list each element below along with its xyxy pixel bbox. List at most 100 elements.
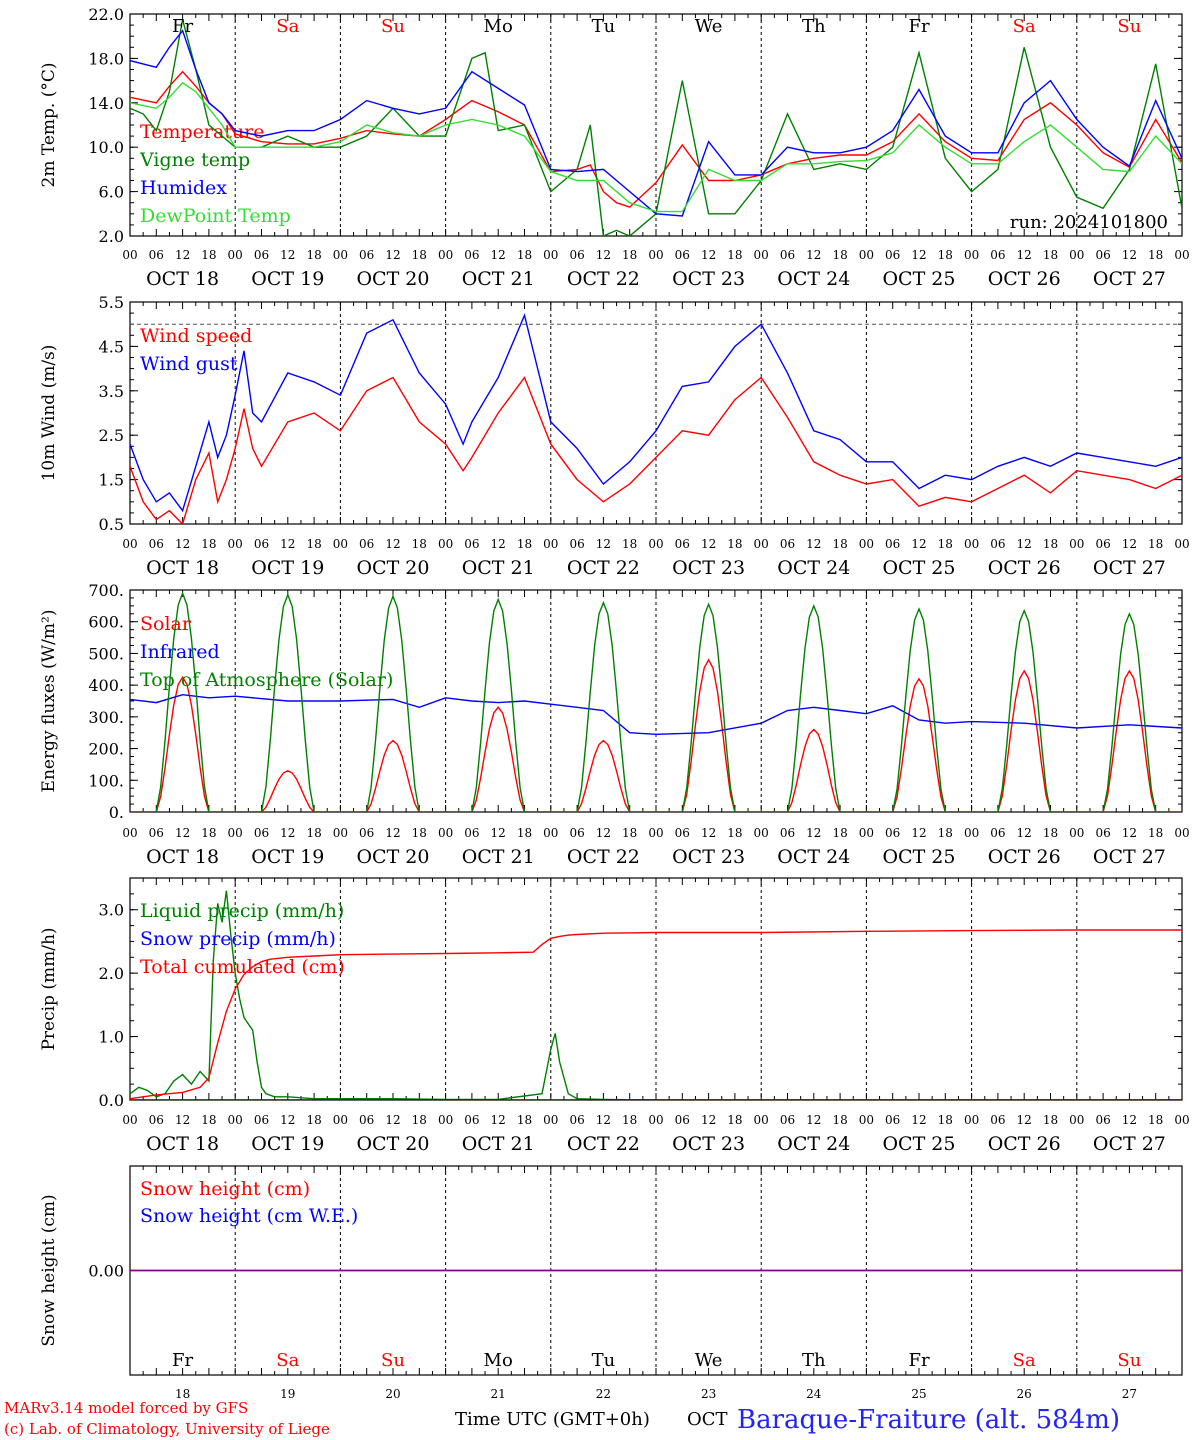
hour-tick-label: 18 [1148, 1113, 1163, 1127]
hour-tick-label: 18 [727, 1113, 742, 1127]
hour-tick-label: 12 [385, 248, 400, 262]
hour-tick-label: 18 [938, 1113, 953, 1127]
hour-tick-label: 00 [543, 1113, 558, 1127]
hour-tick-label: 18 [622, 537, 637, 551]
date-label: OCT 25 [882, 846, 955, 868]
hour-tick-label: 06 [464, 537, 479, 551]
hour-tick-label: 00 [1174, 826, 1189, 840]
date-label: OCT 26 [988, 846, 1061, 868]
date-label: OCT 25 [882, 557, 955, 579]
hour-tick-label: 00 [122, 826, 137, 840]
hour-tick-label: 00 [859, 1113, 874, 1127]
y-tick-label: 5.5 [99, 293, 124, 312]
legend-entry: Wind speed [140, 325, 252, 347]
hour-tick-label: 18 [517, 1113, 532, 1127]
hour-tick-label: 06 [149, 248, 164, 262]
hour-tick-label: 18 [306, 1113, 321, 1127]
panel-1: 2.0 6.0 10.0 14.0 18.0 22.0 2m Temp. (°C) Tempe… [39, 5, 1190, 290]
hour-tick-label: 12 [385, 537, 400, 551]
series-line-top-of-atmosphere-solar- [130, 591, 1182, 812]
y-axis-label: Precip (mm/h) [39, 927, 59, 1050]
legend-entry: Total cumulated (cm) [140, 956, 345, 978]
y-tick-label: 6.0 [99, 183, 124, 202]
hour-tick-label: 12 [1122, 1113, 1137, 1127]
y-tick-label: 10.0 [88, 138, 124, 157]
hour-tick-label: 18 [201, 826, 216, 840]
date-label: OCT 18 [146, 1133, 219, 1155]
y-tick-label: 200. [88, 740, 124, 759]
hour-tick-label: 18 [306, 826, 321, 840]
day-of-week-label: Th [802, 1350, 826, 1371]
legend-entry: Top of Atmosphere (Solar) [140, 669, 393, 691]
date-label: OCT 19 [251, 557, 324, 579]
hour-tick-label: 06 [1095, 1113, 1110, 1127]
hour-tick-label: 12 [385, 826, 400, 840]
hour-tick-label: 18 [832, 826, 847, 840]
hour-tick-label: 12 [596, 1113, 611, 1127]
hour-tick-label: 18 [727, 537, 742, 551]
hour-tick-label: 06 [990, 826, 1005, 840]
legend-entry: Solar [140, 613, 192, 635]
hour-tick-label: 18 [201, 537, 216, 551]
hour-tick-label: 06 [464, 248, 479, 262]
hour-tick-label: 12 [911, 537, 926, 551]
date-label: OCT 24 [777, 557, 850, 579]
hour-tick-label: 06 [990, 248, 1005, 262]
hour-tick-label: 12 [1017, 1113, 1032, 1127]
hour-tick-label: 18 [832, 537, 847, 551]
y-tick-label: 3.5 [99, 382, 124, 401]
series-line-infrared [130, 693, 1182, 736]
date-label: OCT 26 [988, 1133, 1061, 1155]
hour-tick-label: 00 [1069, 826, 1084, 840]
hour-tick-label: 18 [517, 248, 532, 262]
y-tick-label: 1.5 [99, 471, 124, 490]
hour-tick-label: 18 [622, 1113, 637, 1127]
y-tick-label: 600. [88, 613, 124, 632]
y-axis-label: Energy fluxes (W/m²) [39, 610, 59, 793]
day-of-week-label: Tu [592, 1350, 616, 1371]
panel-3: 0. 100. 200. 300. 400. 500. 600. 700. Energy flu… [39, 581, 1190, 868]
hour-tick-label: 06 [149, 537, 164, 551]
hour-tick-label: 06 [990, 537, 1005, 551]
legend-entry: DewPoint Temp [140, 205, 291, 227]
date-label: OCT 27 [1093, 268, 1166, 290]
hour-tick-label: 06 [149, 826, 164, 840]
hour-tick-label: 06 [569, 248, 584, 262]
date-label: OCT 24 [777, 268, 850, 290]
hour-tick-label: 00 [333, 537, 348, 551]
day-of-week-label: Th [802, 16, 826, 37]
hour-tick-label: 06 [780, 248, 795, 262]
hour-tick-label: 06 [675, 248, 690, 262]
y-tick-label: 0.0 [99, 1091, 124, 1110]
hour-tick-label: 06 [569, 537, 584, 551]
hour-tick-label: 12 [911, 826, 926, 840]
hour-tick-label: 12 [385, 1113, 400, 1127]
date-label: OCT 21 [462, 846, 535, 868]
y-axis-label: 2m Temp. (°C) [39, 62, 59, 187]
day-number-label: 18 [175, 1387, 190, 1401]
panel-2: 0.5 1.5 2.5 3.5 4.5 5.5 10m Wind (m/s) Wind spe… [39, 293, 1190, 579]
date-label: OCT 21 [462, 268, 535, 290]
hour-tick-label: 00 [438, 248, 453, 262]
hour-tick-label: 18 [622, 248, 637, 262]
hour-tick-label: 00 [754, 537, 769, 551]
hour-tick-label: 00 [754, 248, 769, 262]
date-label: OCT 20 [356, 557, 429, 579]
y-tick-label: 2.0 [99, 227, 124, 246]
hour-tick-label: 00 [1069, 537, 1084, 551]
day-number-label: 26 [1017, 1387, 1032, 1401]
day-of-week-label: Sa [276, 1350, 299, 1371]
y-tick-label: 100. [88, 771, 124, 790]
day-of-week-label: Fr [172, 1350, 193, 1371]
series-line-humidex [130, 29, 1182, 217]
hour-tick-label: 06 [885, 248, 900, 262]
panel-4: 0.0 1.0 2.0 3.0 Precip (mm/h) Liquid precip (… [39, 877, 1190, 1155]
day-of-week-label: Mo [484, 1350, 513, 1371]
hour-tick-label: 00 [754, 1113, 769, 1127]
date-label: OCT 21 [462, 1133, 535, 1155]
hour-tick-label: 06 [254, 1113, 269, 1127]
footer-month-label: OCT [687, 1409, 728, 1430]
hour-tick-label: 06 [885, 826, 900, 840]
day-of-week-label: Tu [592, 16, 616, 37]
footer-model-credit: MARv3.14 model forced by GFS [4, 1399, 248, 1417]
